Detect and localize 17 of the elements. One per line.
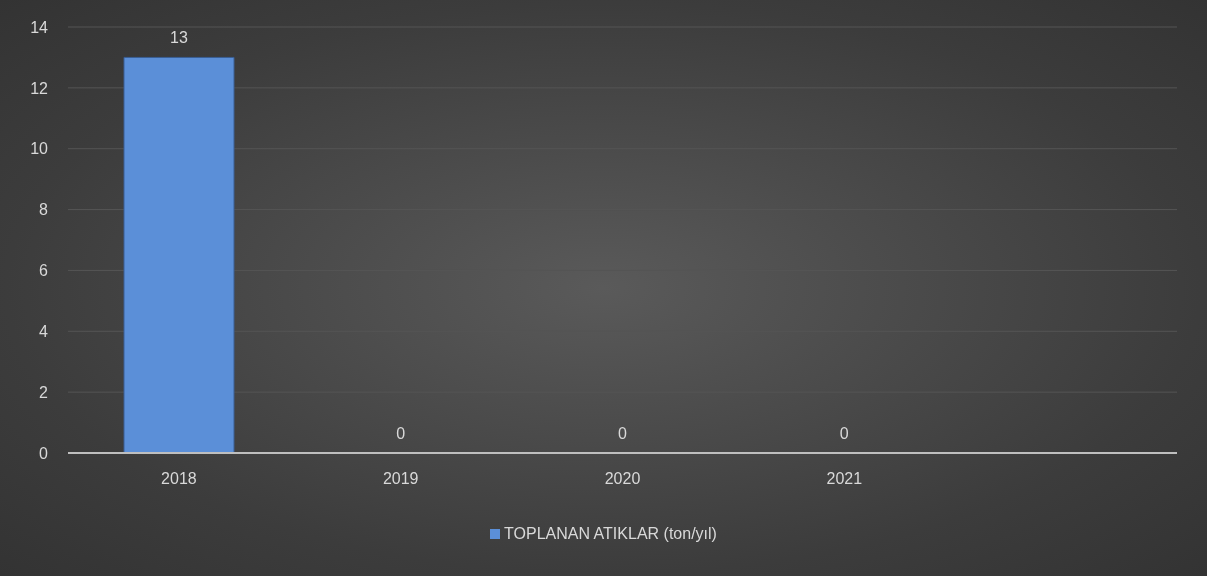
data-label: 0 <box>396 425 406 442</box>
y-tick-label: 2 <box>39 383 49 401</box>
text: TOPLANAN ATIKLAR (ton/yıl) <box>504 525 717 543</box>
data-label: 13 <box>170 29 188 47</box>
data-label: 0 <box>618 425 628 442</box>
y-tick-label: 6 <box>39 262 49 280</box>
y-tick-label: 4 <box>39 322 49 340</box>
y-tick-label: 12 <box>30 79 49 97</box>
x-tick-label: 2018 <box>161 470 197 488</box>
y-tick-label: 10 <box>30 140 49 158</box>
x-tick-label: 2019 <box>382 470 419 488</box>
x-tick-label: 2021 <box>826 470 863 488</box>
y-tick-label: 8 <box>39 201 49 219</box>
x-tick-label: 2020 <box>604 470 641 488</box>
y-tick-label: 14 <box>30 18 49 36</box>
y-tick-label: 0 <box>39 444 49 462</box>
data-label: 0 <box>839 425 849 442</box>
